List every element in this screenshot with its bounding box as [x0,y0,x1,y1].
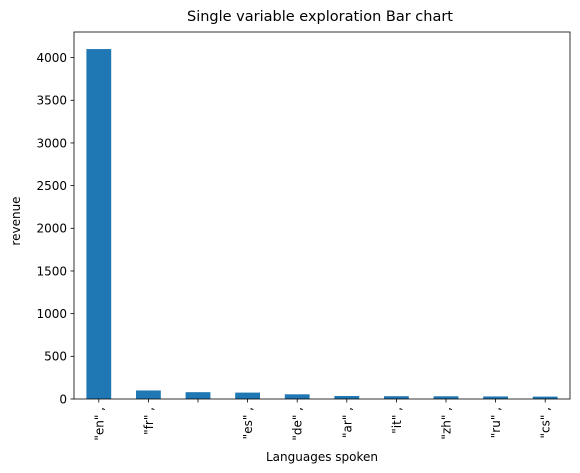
x-tick-label: "it" , [390,407,404,434]
y-tick-label: 2500 [36,179,67,193]
x-tick-label: "zh" , [440,407,454,440]
y-tick-label: 1000 [36,307,67,321]
bar [86,49,112,400]
x-tick-label: "ar" , [340,407,354,438]
bar [284,394,310,399]
y-tick-label: 0 [59,392,67,406]
y-axis-ticks: 0 500 1000 1500 2000 2500 3000 3500 4000 [36,51,74,406]
bar [235,392,260,399]
bar [532,396,558,399]
y-tick-label: 1500 [36,264,67,278]
bar [433,396,459,399]
y-tick-label: 3500 [36,94,67,108]
x-tick-label: "es" , [241,407,255,439]
x-tick-label: "de" , [291,407,305,441]
bar [136,390,161,399]
plot-frame [73,31,571,400]
bars-group [86,49,558,400]
y-tick-label: 4000 [36,51,67,65]
bar [185,392,211,399]
y-tick-label: 2000 [36,222,67,236]
x-axis-ticks: "en" , "fr" , "es" , "de" , "ar" , "it" , "zh"… [92,399,553,441]
x-tick-label: "ru" , [489,407,503,438]
bar [483,396,508,399]
x-tick-label: "en" , [92,407,106,441]
bar [334,396,360,399]
y-axis-label: revenue [9,196,23,245]
chart-title: Single variable exploration Bar chart [187,9,453,25]
y-tick-label: 500 [44,350,67,364]
x-tick-label: "cs" , [539,407,553,439]
x-tick-label: "fr" , [142,407,156,435]
bar [384,396,409,399]
x-axis-label: Languages spoken [266,450,378,464]
y-tick-label: 3000 [36,136,67,150]
